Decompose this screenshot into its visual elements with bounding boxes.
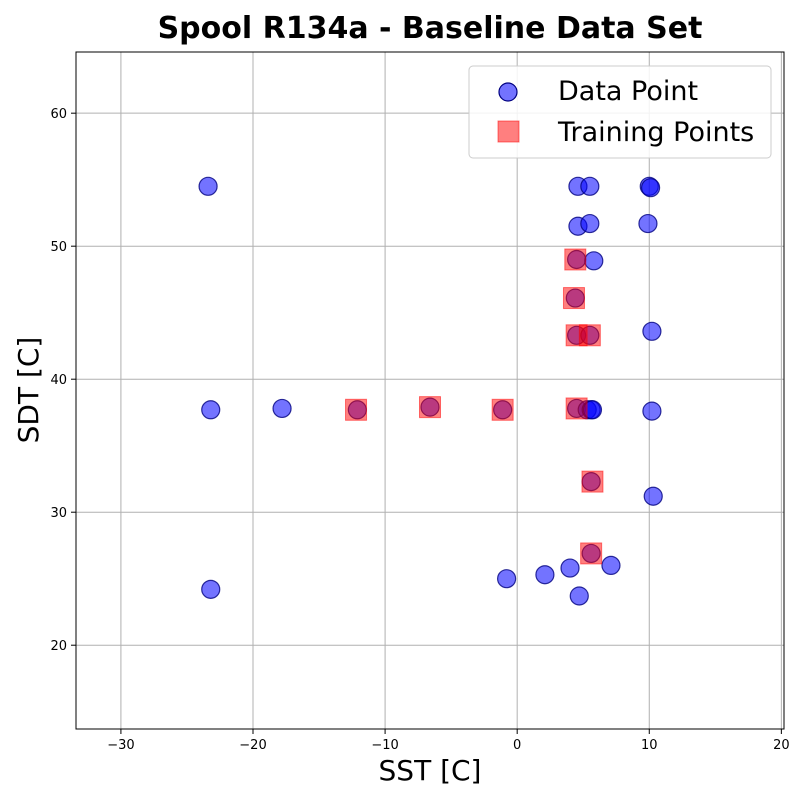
data-point-marker — [584, 251, 604, 271]
data-point-marker — [201, 400, 221, 420]
x-tick-label: 20 — [773, 738, 790, 753]
data-point-marker — [580, 213, 600, 234]
training-point-marker — [419, 396, 441, 419]
data-point-marker — [642, 401, 662, 421]
chart-title: Spool R134a - Baseline Data Set — [158, 11, 703, 46]
ticks-layer: −30 −20 −10 0 10 20 20 30 40 50 60 — [50, 107, 789, 753]
training-point-marker — [578, 324, 601, 347]
data-point-marker — [535, 565, 555, 585]
data-point-marker — [640, 178, 661, 198]
x-tick-label: −10 — [371, 738, 398, 753]
training-point-marker — [580, 542, 603, 565]
data-point-marker — [201, 579, 221, 599]
x-tick-label: 10 — [641, 738, 658, 753]
plot-frame — [75, 51, 785, 730]
legend-marker-data-point — [498, 82, 518, 102]
data-point-marker — [272, 398, 292, 419]
training-point-marker — [565, 397, 588, 420]
legend-box — [468, 65, 772, 159]
data-point-marker — [497, 569, 517, 589]
points-layer — [198, 176, 663, 606]
y-tick-label: 60 — [50, 107, 67, 122]
legend-label-training-points: Training Points — [557, 117, 754, 148]
x-tick-label: −30 — [107, 738, 134, 753]
grid-layer — [76, 52, 784, 729]
data-point-marker — [560, 558, 580, 578]
legend: Data Point Training Points — [468, 65, 772, 159]
data-point-marker — [198, 176, 218, 196]
x-axis-label: SST [C] — [379, 754, 482, 787]
training-point-marker — [345, 398, 368, 421]
data-point-marker — [601, 555, 621, 576]
legend-label-data-point: Data Point — [558, 76, 698, 107]
data-point-marker — [638, 213, 658, 234]
training-point-marker — [562, 287, 585, 310]
data-point-marker — [642, 321, 662, 341]
y-tick-label: 50 — [50, 240, 67, 255]
x-tick-label: −20 — [239, 738, 266, 753]
training-point-marker — [491, 398, 514, 421]
data-point-marker — [580, 176, 600, 196]
training-point-marker — [581, 470, 604, 493]
data-point-marker — [569, 586, 589, 606]
y-tick-label: 20 — [50, 639, 67, 654]
training-point-marker — [564, 248, 587, 271]
y-tick-label: 30 — [50, 506, 67, 521]
y-tick-label: 40 — [50, 373, 67, 388]
data-point-marker — [643, 486, 663, 506]
legend-marker-training-points — [497, 120, 520, 143]
y-axis-label: SDT [C] — [12, 337, 45, 444]
x-tick-label: 0 — [513, 738, 521, 753]
